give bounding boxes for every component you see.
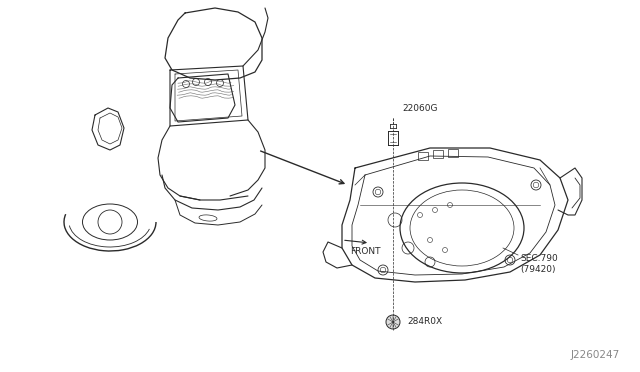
Text: J2260247: J2260247 [571,350,620,360]
Text: 22060G: 22060G [402,104,438,113]
Text: SEC.790
(79420): SEC.790 (79420) [520,254,557,274]
Text: FRONT: FRONT [350,247,381,256]
Text: 284R0X: 284R0X [407,317,442,327]
Bar [418,152,428,160]
Circle shape [386,315,400,329]
Bar [448,149,458,157]
Bar [433,150,443,158]
